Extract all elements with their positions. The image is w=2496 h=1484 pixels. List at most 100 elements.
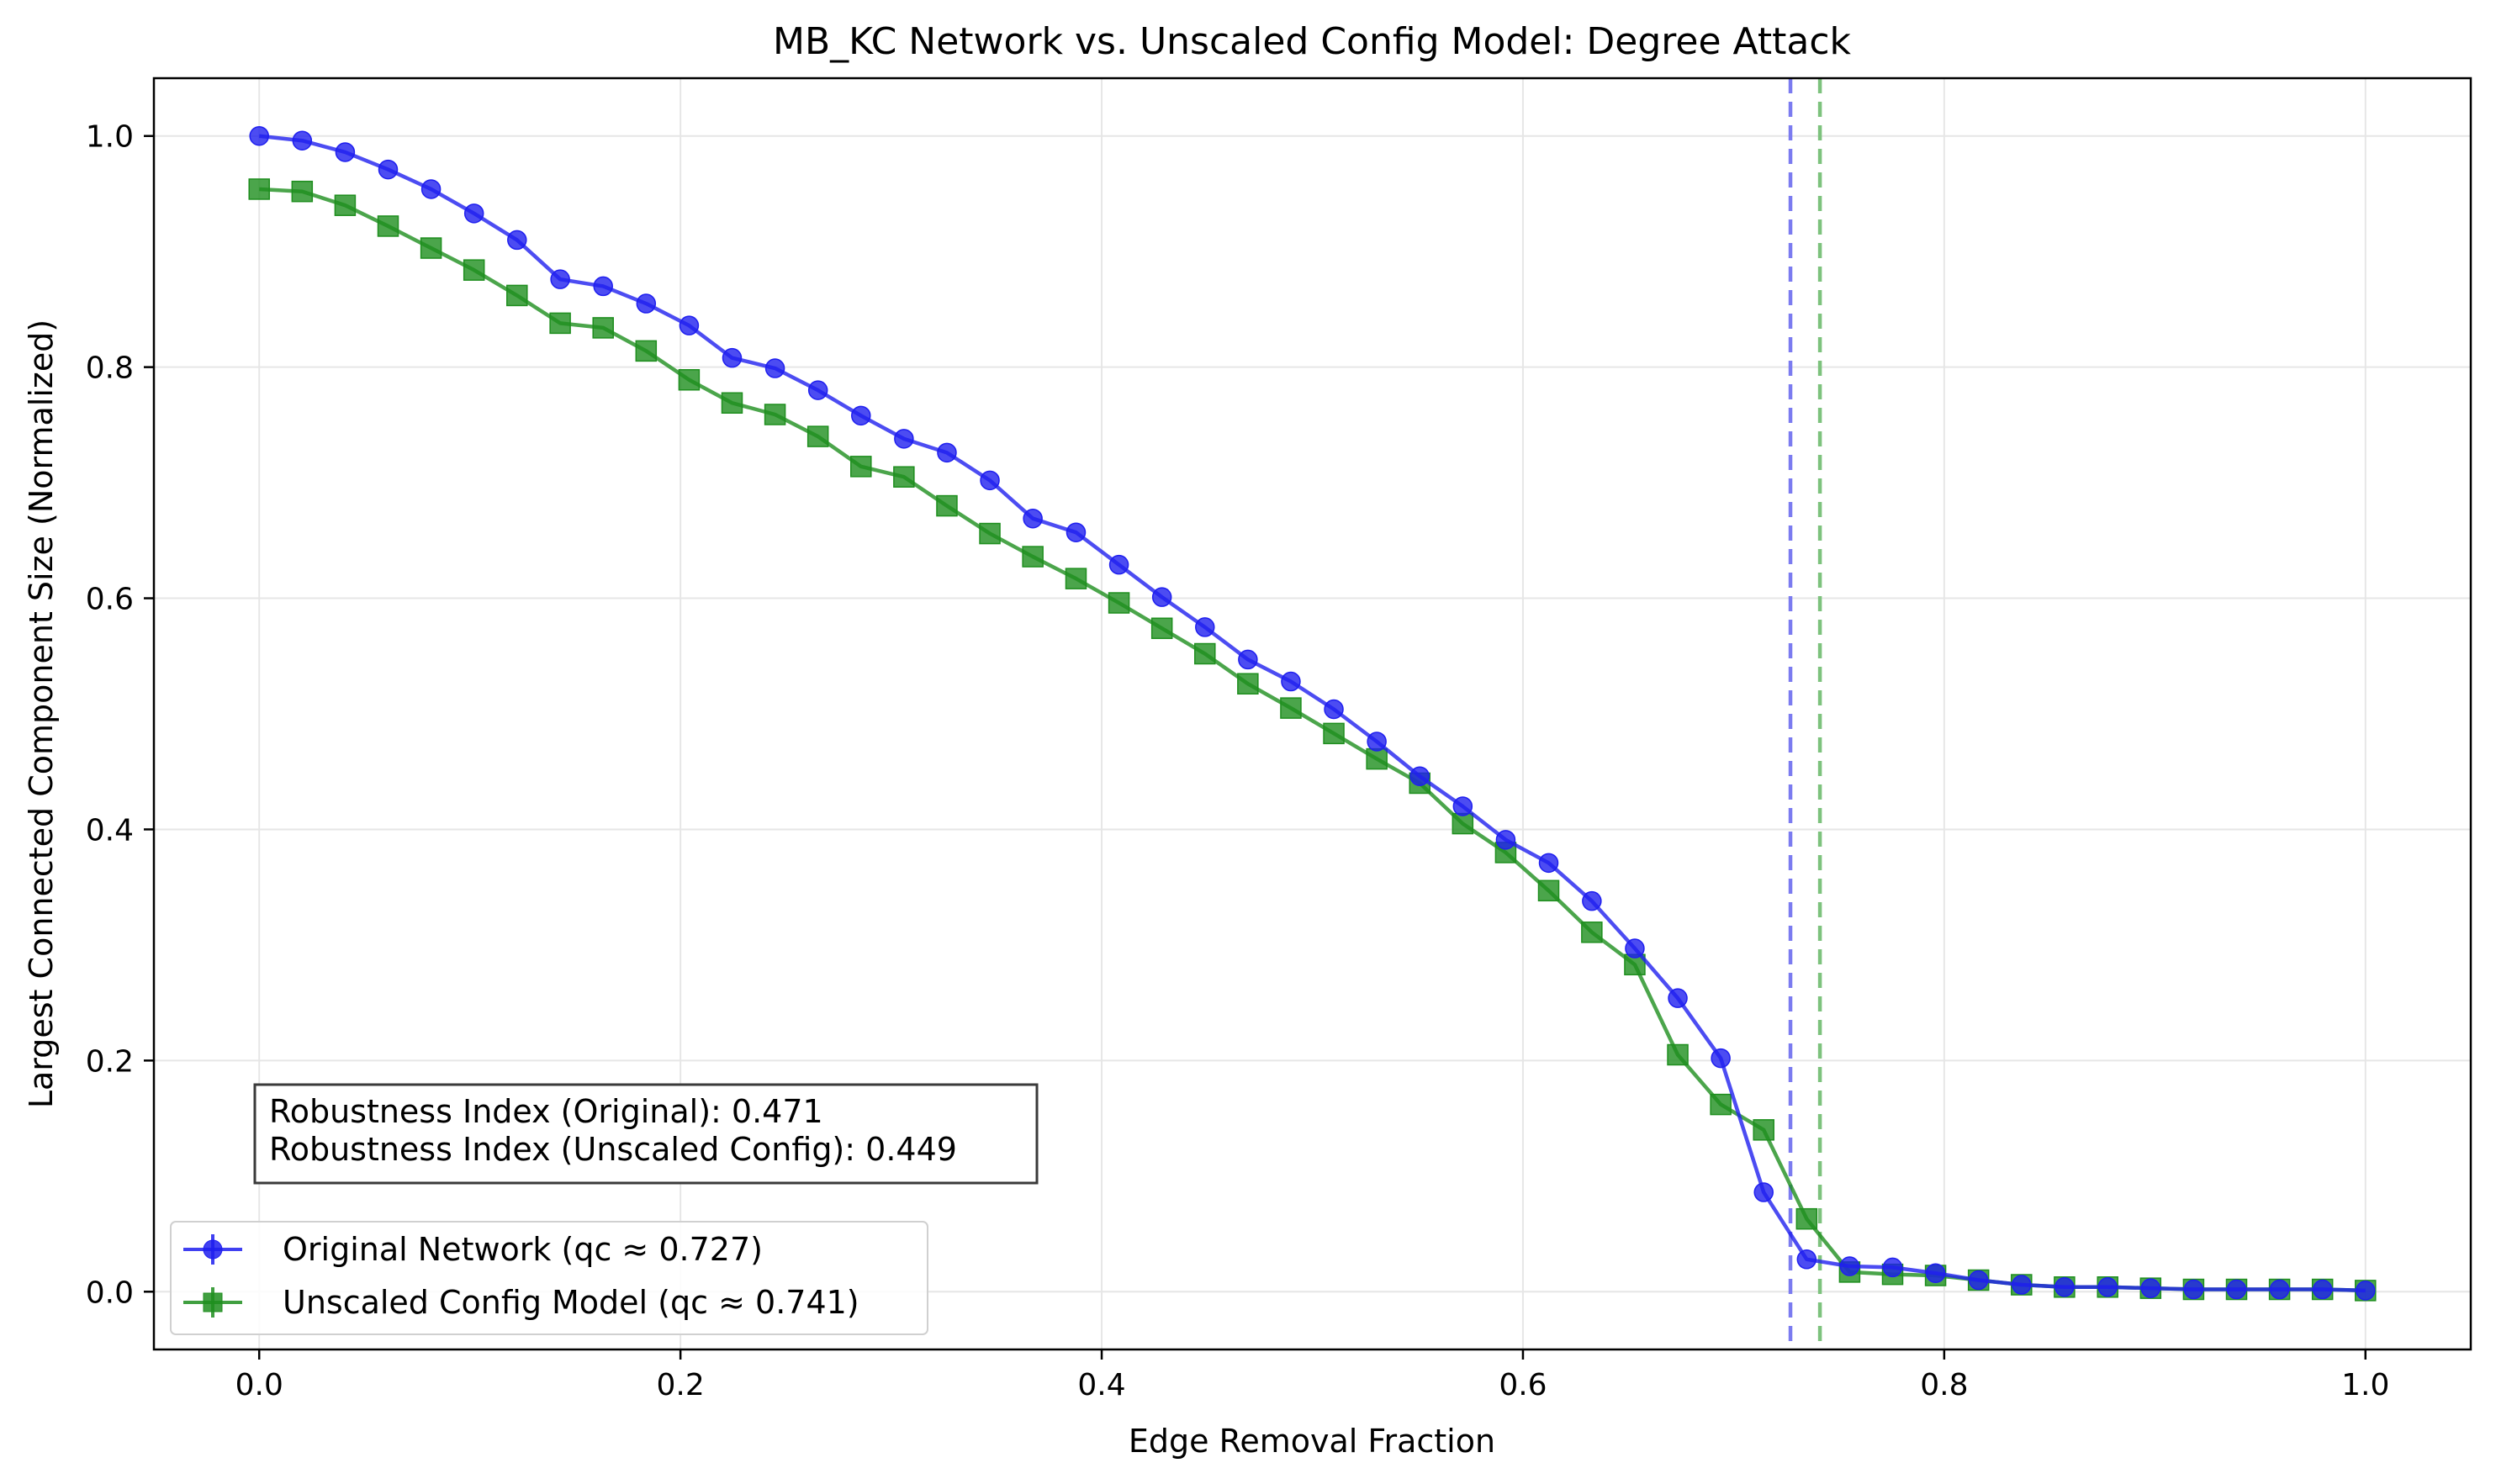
x-tick-label-5: 1.0 bbox=[2341, 1368, 2389, 1402]
point-1-23 bbox=[1237, 673, 1259, 695]
point-0-11 bbox=[722, 347, 743, 368]
point-0-6 bbox=[507, 230, 527, 251]
point-0-28 bbox=[1452, 796, 1473, 816]
y-tick-label-3: 0.6 bbox=[86, 583, 134, 617]
x-tick-label-4: 0.8 bbox=[1920, 1368, 1968, 1402]
point-0-39 bbox=[1925, 1263, 1946, 1284]
point-1-28 bbox=[1452, 812, 1474, 835]
point-0-46 bbox=[2226, 1279, 2247, 1300]
point-0-26 bbox=[1367, 731, 1387, 752]
point-0-5 bbox=[463, 203, 484, 224]
legend-frame bbox=[170, 1221, 928, 1335]
point-0-19 bbox=[1066, 522, 1087, 542]
point-1-4 bbox=[420, 237, 442, 259]
point-0-27 bbox=[1409, 766, 1430, 786]
point-1-34 bbox=[1710, 1093, 1732, 1116]
point-0-48 bbox=[2312, 1279, 2333, 1300]
point-0-8 bbox=[593, 276, 613, 297]
point-0-29 bbox=[1495, 830, 1516, 850]
point-0-30 bbox=[1538, 853, 1559, 874]
y-axis: 0.0 0.2 0.4 0.6 0.8 1.0 bbox=[86, 120, 154, 1310]
point-1-22 bbox=[1194, 642, 1216, 665]
point-1-9 bbox=[635, 340, 658, 362]
point-0-16 bbox=[937, 442, 957, 463]
y-axis-label: Largest Connected Component Size (Normal… bbox=[23, 320, 60, 1108]
point-0-25 bbox=[1324, 699, 1344, 720]
point-1-26 bbox=[1366, 747, 1388, 770]
point-0-0 bbox=[249, 125, 269, 146]
point-0-47 bbox=[2269, 1279, 2290, 1300]
point-0-22 bbox=[1195, 617, 1215, 637]
y-tick-label-2: 0.4 bbox=[86, 813, 134, 848]
y-tick-label-5: 1.0 bbox=[86, 120, 134, 155]
point-0-10 bbox=[679, 315, 700, 335]
point-0-44 bbox=[2140, 1278, 2161, 1298]
point-0-32 bbox=[1625, 938, 1645, 959]
point-1-10 bbox=[678, 369, 701, 391]
point-1-19 bbox=[1065, 568, 1087, 589]
grid bbox=[154, 78, 2471, 1349]
point-1-17 bbox=[979, 522, 1001, 545]
point-0-49 bbox=[2356, 1281, 2376, 1301]
point-1-3 bbox=[377, 215, 399, 237]
x-tick-label-0: 0.0 bbox=[235, 1368, 283, 1402]
point-1-20 bbox=[1108, 592, 1130, 614]
annotation-unscaled: Robustness Index (Unscaled Config): 0.44… bbox=[269, 1131, 957, 1168]
point-1-21 bbox=[1150, 617, 1173, 640]
point-1-8 bbox=[592, 317, 614, 339]
point-0-34 bbox=[1711, 1048, 1731, 1069]
point-0-40 bbox=[1968, 1270, 1989, 1291]
point-0-3 bbox=[378, 159, 399, 180]
legend-entry-original: Original Network (qc ≈ 0.727) bbox=[183, 1231, 763, 1268]
point-1-25 bbox=[1323, 722, 1345, 745]
point-1-7 bbox=[549, 312, 571, 335]
point-0-9 bbox=[636, 293, 657, 314]
point-1-18 bbox=[1022, 546, 1044, 568]
point-1-31 bbox=[1581, 922, 1603, 943]
annotation-box bbox=[253, 1083, 1039, 1185]
point-0-33 bbox=[1668, 988, 1688, 1008]
series-0 bbox=[249, 125, 2376, 1301]
point-1-35 bbox=[1753, 1119, 1774, 1141]
x-axis: 0.0 0.2 0.4 0.6 0.8 1.0 bbox=[235, 1349, 2389, 1402]
plot-frame bbox=[152, 77, 2472, 1351]
y-tick-label-1: 0.2 bbox=[86, 1044, 134, 1079]
legend-label-unscaled: Unscaled Config Model (qc ≈ 0.741) bbox=[283, 1284, 859, 1321]
point-0-18 bbox=[1023, 508, 1043, 529]
point-1-33 bbox=[1667, 1043, 1689, 1066]
point-1-14 bbox=[850, 456, 872, 478]
legend-marker-unscaled bbox=[203, 1292, 223, 1312]
point-0-31 bbox=[1582, 890, 1602, 911]
point-0-38 bbox=[1882, 1257, 1903, 1278]
y-tick-label-0: 0.0 bbox=[86, 1275, 134, 1310]
point-0-21 bbox=[1151, 587, 1172, 607]
legend-entry-unscaled: Unscaled Config Model (qc ≈ 0.741) bbox=[183, 1284, 859, 1321]
chart-title: MB_KC Network vs. Unscaled Config Model:… bbox=[773, 20, 1852, 63]
x-tick-label-2: 0.4 bbox=[1077, 1368, 1125, 1402]
series-layer bbox=[248, 125, 2377, 1302]
x-tick-label-3: 0.6 bbox=[1499, 1368, 1547, 1402]
point-0-17 bbox=[980, 470, 1000, 491]
legend: Original Network (qc ≈ 0.727) Unscaled C… bbox=[170, 1221, 928, 1335]
point-0-45 bbox=[2183, 1279, 2204, 1300]
point-1-36 bbox=[1795, 1207, 1818, 1230]
point-0-7 bbox=[550, 269, 570, 289]
point-1-11 bbox=[721, 392, 743, 414]
point-0-4 bbox=[420, 179, 442, 199]
point-1-15 bbox=[893, 466, 915, 488]
point-0-2 bbox=[335, 142, 356, 162]
point-1-24 bbox=[1280, 697, 1302, 719]
point-1-30 bbox=[1537, 879, 1560, 902]
x-axis-label: Edge Removal Fraction bbox=[1129, 1423, 1495, 1460]
point-1-13 bbox=[806, 425, 829, 447]
legend-marker-original bbox=[203, 1239, 223, 1260]
point-1-5 bbox=[463, 259, 485, 281]
legend-label-original: Original Network (qc ≈ 0.727) bbox=[283, 1231, 763, 1268]
x-tick-label-1: 0.2 bbox=[657, 1368, 705, 1402]
point-0-24 bbox=[1281, 671, 1301, 692]
point-0-13 bbox=[807, 380, 828, 400]
point-0-41 bbox=[2012, 1275, 2032, 1295]
critical-threshold-lines bbox=[1788, 78, 1822, 1349]
annotation-original: Robustness Index (Original): 0.471 bbox=[269, 1093, 823, 1130]
